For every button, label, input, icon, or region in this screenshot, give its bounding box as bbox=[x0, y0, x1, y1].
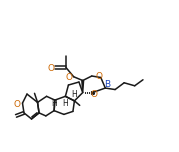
Polygon shape bbox=[82, 81, 84, 93]
Text: O: O bbox=[66, 73, 73, 82]
Text: H: H bbox=[52, 99, 57, 108]
Text: O: O bbox=[95, 71, 102, 81]
Text: H: H bbox=[72, 90, 77, 99]
Text: O: O bbox=[14, 100, 21, 109]
Text: O: O bbox=[91, 90, 98, 99]
Text: O: O bbox=[48, 64, 55, 73]
Text: B: B bbox=[104, 80, 110, 89]
Text: H: H bbox=[62, 99, 67, 108]
